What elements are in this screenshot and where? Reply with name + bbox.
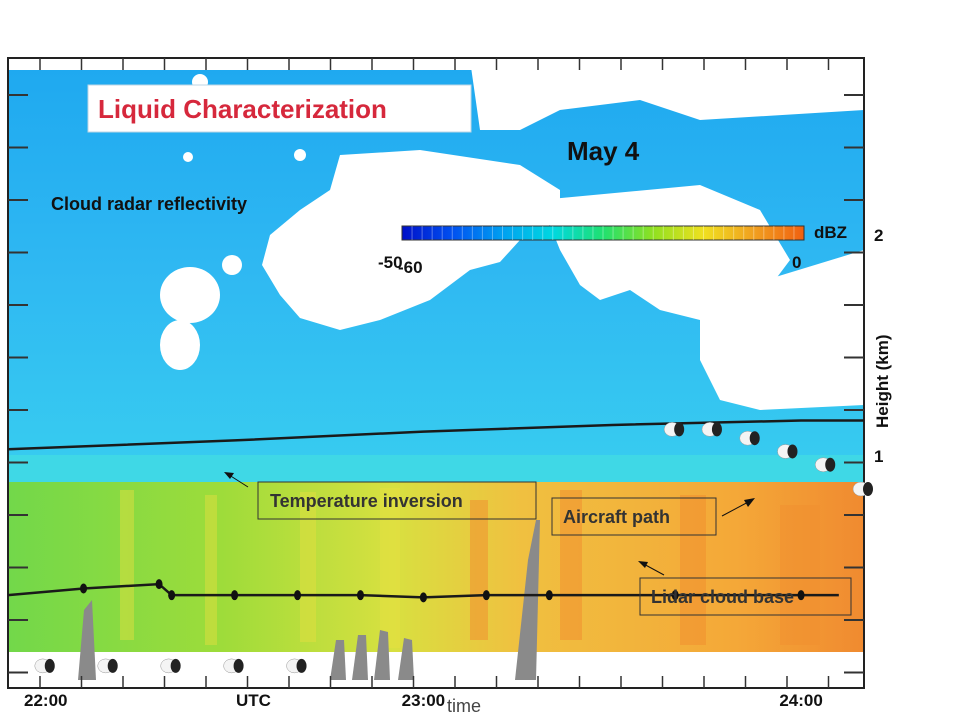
aircraft-path-point-shadow [749, 431, 760, 446]
lidar-cloud-base-point [482, 590, 490, 601]
annotation-box [257, 481, 537, 520]
lidar-cloud-base-point [80, 583, 88, 594]
colorbar-ticks [411, 226, 795, 240]
aircraft-path-point-shadow [44, 658, 55, 673]
aircraft-path-point-shadow [711, 422, 722, 437]
plot-frame [7, 57, 865, 689]
y-tick-label: 2 [874, 226, 883, 245]
boundary-layer-field [8, 482, 864, 652]
clear-sky-gaps [8, 58, 864, 688]
colorbar-unit: dBZ [814, 223, 847, 242]
series-layer [7, 419, 873, 674]
lidar-cloud-base-point [155, 579, 163, 590]
y-tick-labels: 12 [874, 226, 883, 466]
aircraft-path-point-shadow [296, 658, 307, 673]
colorbar-min-label-overlap: -60 [398, 258, 423, 277]
x-tick-label: 23:00 [402, 691, 445, 710]
chart-subtitle: Cloud radar reflectivity [51, 194, 247, 214]
x-tick-labels: 22:00 23:00 24:00 [24, 691, 823, 710]
colorbar-min-label: -50 [378, 253, 403, 272]
lidar-cloud-base-point [545, 590, 553, 601]
lidar-cloud-base-point [671, 590, 679, 601]
annotation-temperature-inversion: Temperature inversion [224, 472, 537, 520]
aircraft-path-point-shadow [863, 482, 873, 497]
colorbar-max-label: 0 [792, 253, 801, 272]
x-tick-label: 22:00 [24, 691, 67, 710]
y-tick-label: 1 [874, 447, 883, 466]
boundary-layer-streaks [120, 488, 400, 648]
late-streaks [470, 490, 820, 645]
title-box [87, 84, 472, 133]
axis-tick-marks [8, 58, 864, 688]
y-axis-label: Height (km) [873, 335, 892, 429]
arrowhead [224, 472, 234, 479]
temperature-inversion-line [7, 419, 864, 451]
annotation-label: Temperature inversion [270, 491, 463, 511]
annotation-label: Aircraft path [563, 507, 670, 527]
annotation-box [551, 497, 717, 536]
lidar-cloud-base-point [356, 590, 364, 601]
lidar-cloud-base-point [231, 590, 239, 601]
x-unit-label: UTC [236, 691, 271, 710]
annotation-box [639, 577, 852, 616]
lidar-cloud-base-point [294, 590, 302, 601]
aircraft-path-point-shadow [787, 444, 798, 459]
date-label: May 4 [567, 136, 640, 166]
aircraft-path-point-shadow [170, 658, 181, 673]
aircraft-path-point-shadow [825, 457, 836, 472]
aircraft-path-point-shadow [107, 658, 118, 673]
annotation-aircraft-path: Aircraft path [551, 497, 755, 536]
arrowhead [744, 498, 755, 507]
colorbar-scale [401, 225, 805, 241]
x-axis-label: time [447, 696, 481, 716]
lidar-cloud-base-point [419, 592, 427, 603]
x-tick-label: 24:00 [779, 691, 822, 710]
inversion-band [8, 455, 864, 485]
annotation-lidar-cloud-base: Lidar cloud base [638, 561, 852, 616]
aircraft-path-point-shadow [674, 422, 685, 437]
lidar-cloud-base-point [168, 590, 176, 601]
colorbar: dBZ -50 -60 0 [378, 223, 847, 277]
aircraft-path-point-shadow [233, 658, 244, 673]
annotation-label: Lidar cloud base [651, 587, 794, 607]
lidar-cloud-base-point [797, 590, 805, 601]
chart-title: Liquid Characterization [98, 94, 387, 124]
virga-shafts [78, 520, 540, 680]
arrowhead [638, 561, 648, 568]
